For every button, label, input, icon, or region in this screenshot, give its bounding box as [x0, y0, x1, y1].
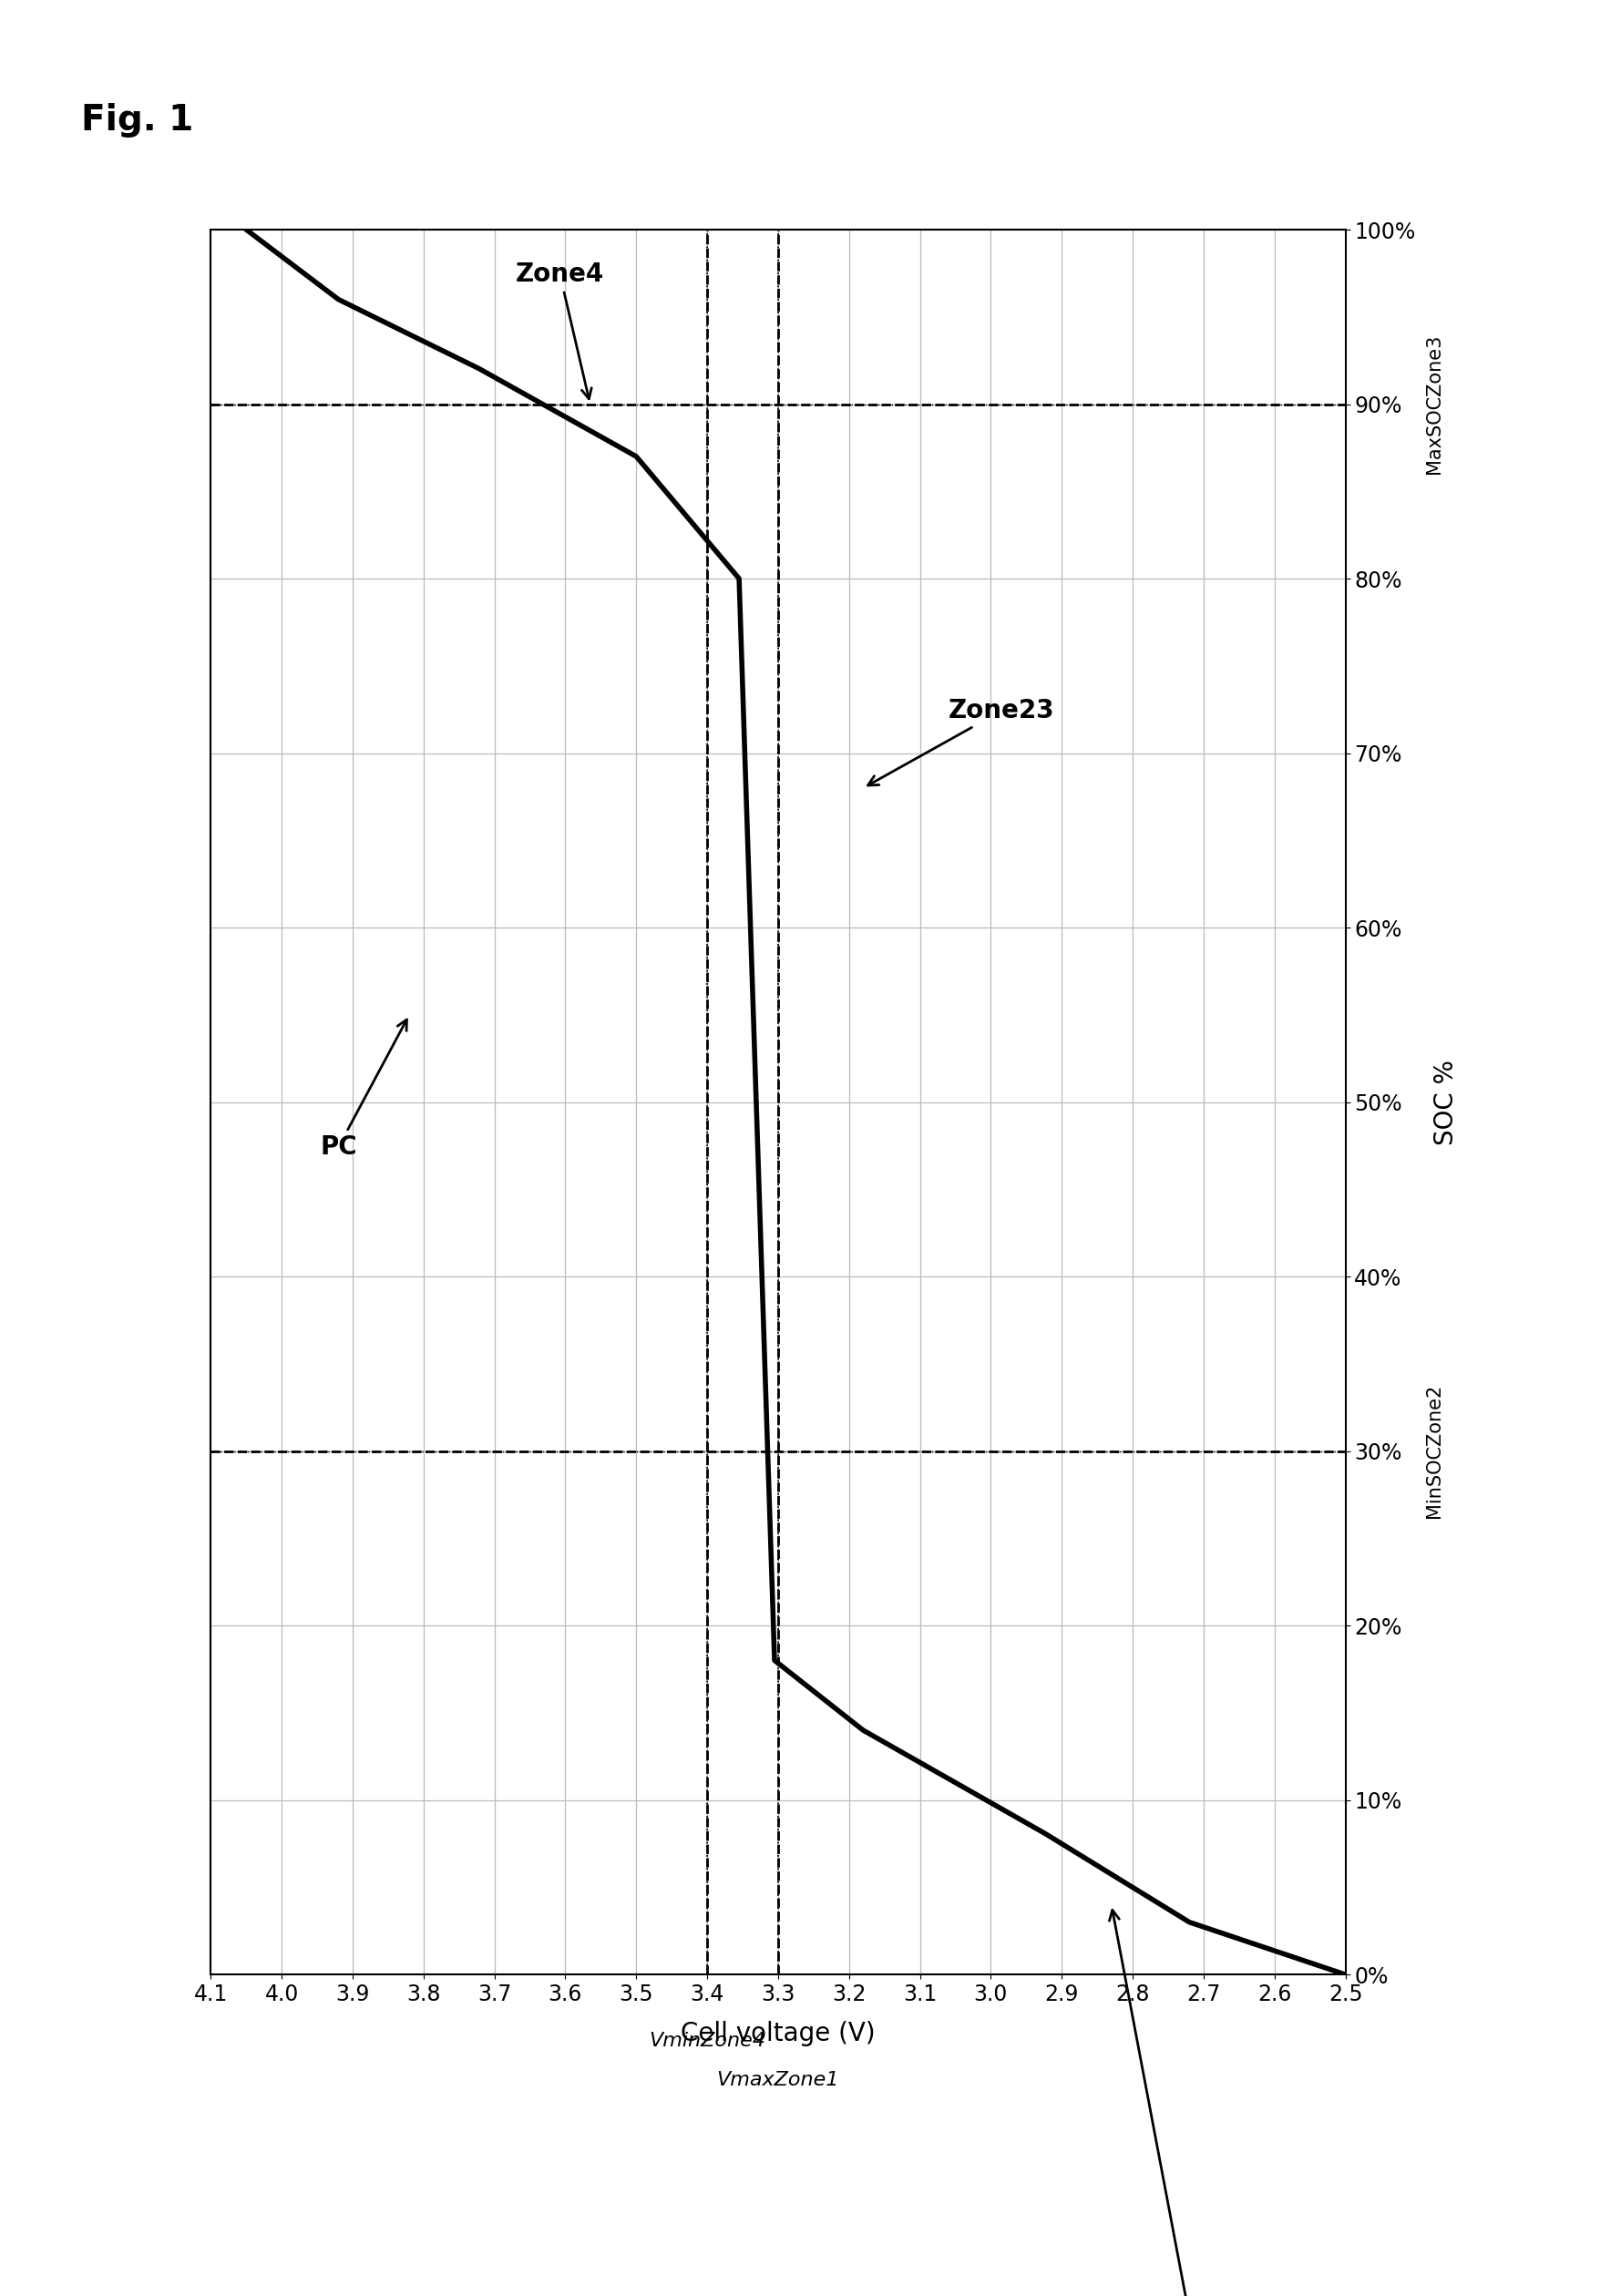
- Text: Zone23: Zone23: [867, 698, 1055, 785]
- Text: VminZone4: VminZone4: [648, 2032, 765, 2050]
- X-axis label: Cell voltage (V): Cell voltage (V): [681, 2020, 875, 2046]
- Text: VmaxZone1: VmaxZone1: [716, 2071, 840, 2089]
- Text: MaxSOCZone3: MaxSOCZone3: [1425, 335, 1444, 473]
- Y-axis label: SOC %: SOC %: [1433, 1058, 1459, 1146]
- Text: Zone4: Zone4: [515, 262, 605, 400]
- Text: PC: PC: [319, 1019, 407, 1159]
- Text: Zone1: Zone1: [1109, 1910, 1234, 2296]
- Text: MinSOCZone2: MinSOCZone2: [1425, 1384, 1444, 1518]
- Text: Fig. 1: Fig. 1: [81, 103, 193, 138]
